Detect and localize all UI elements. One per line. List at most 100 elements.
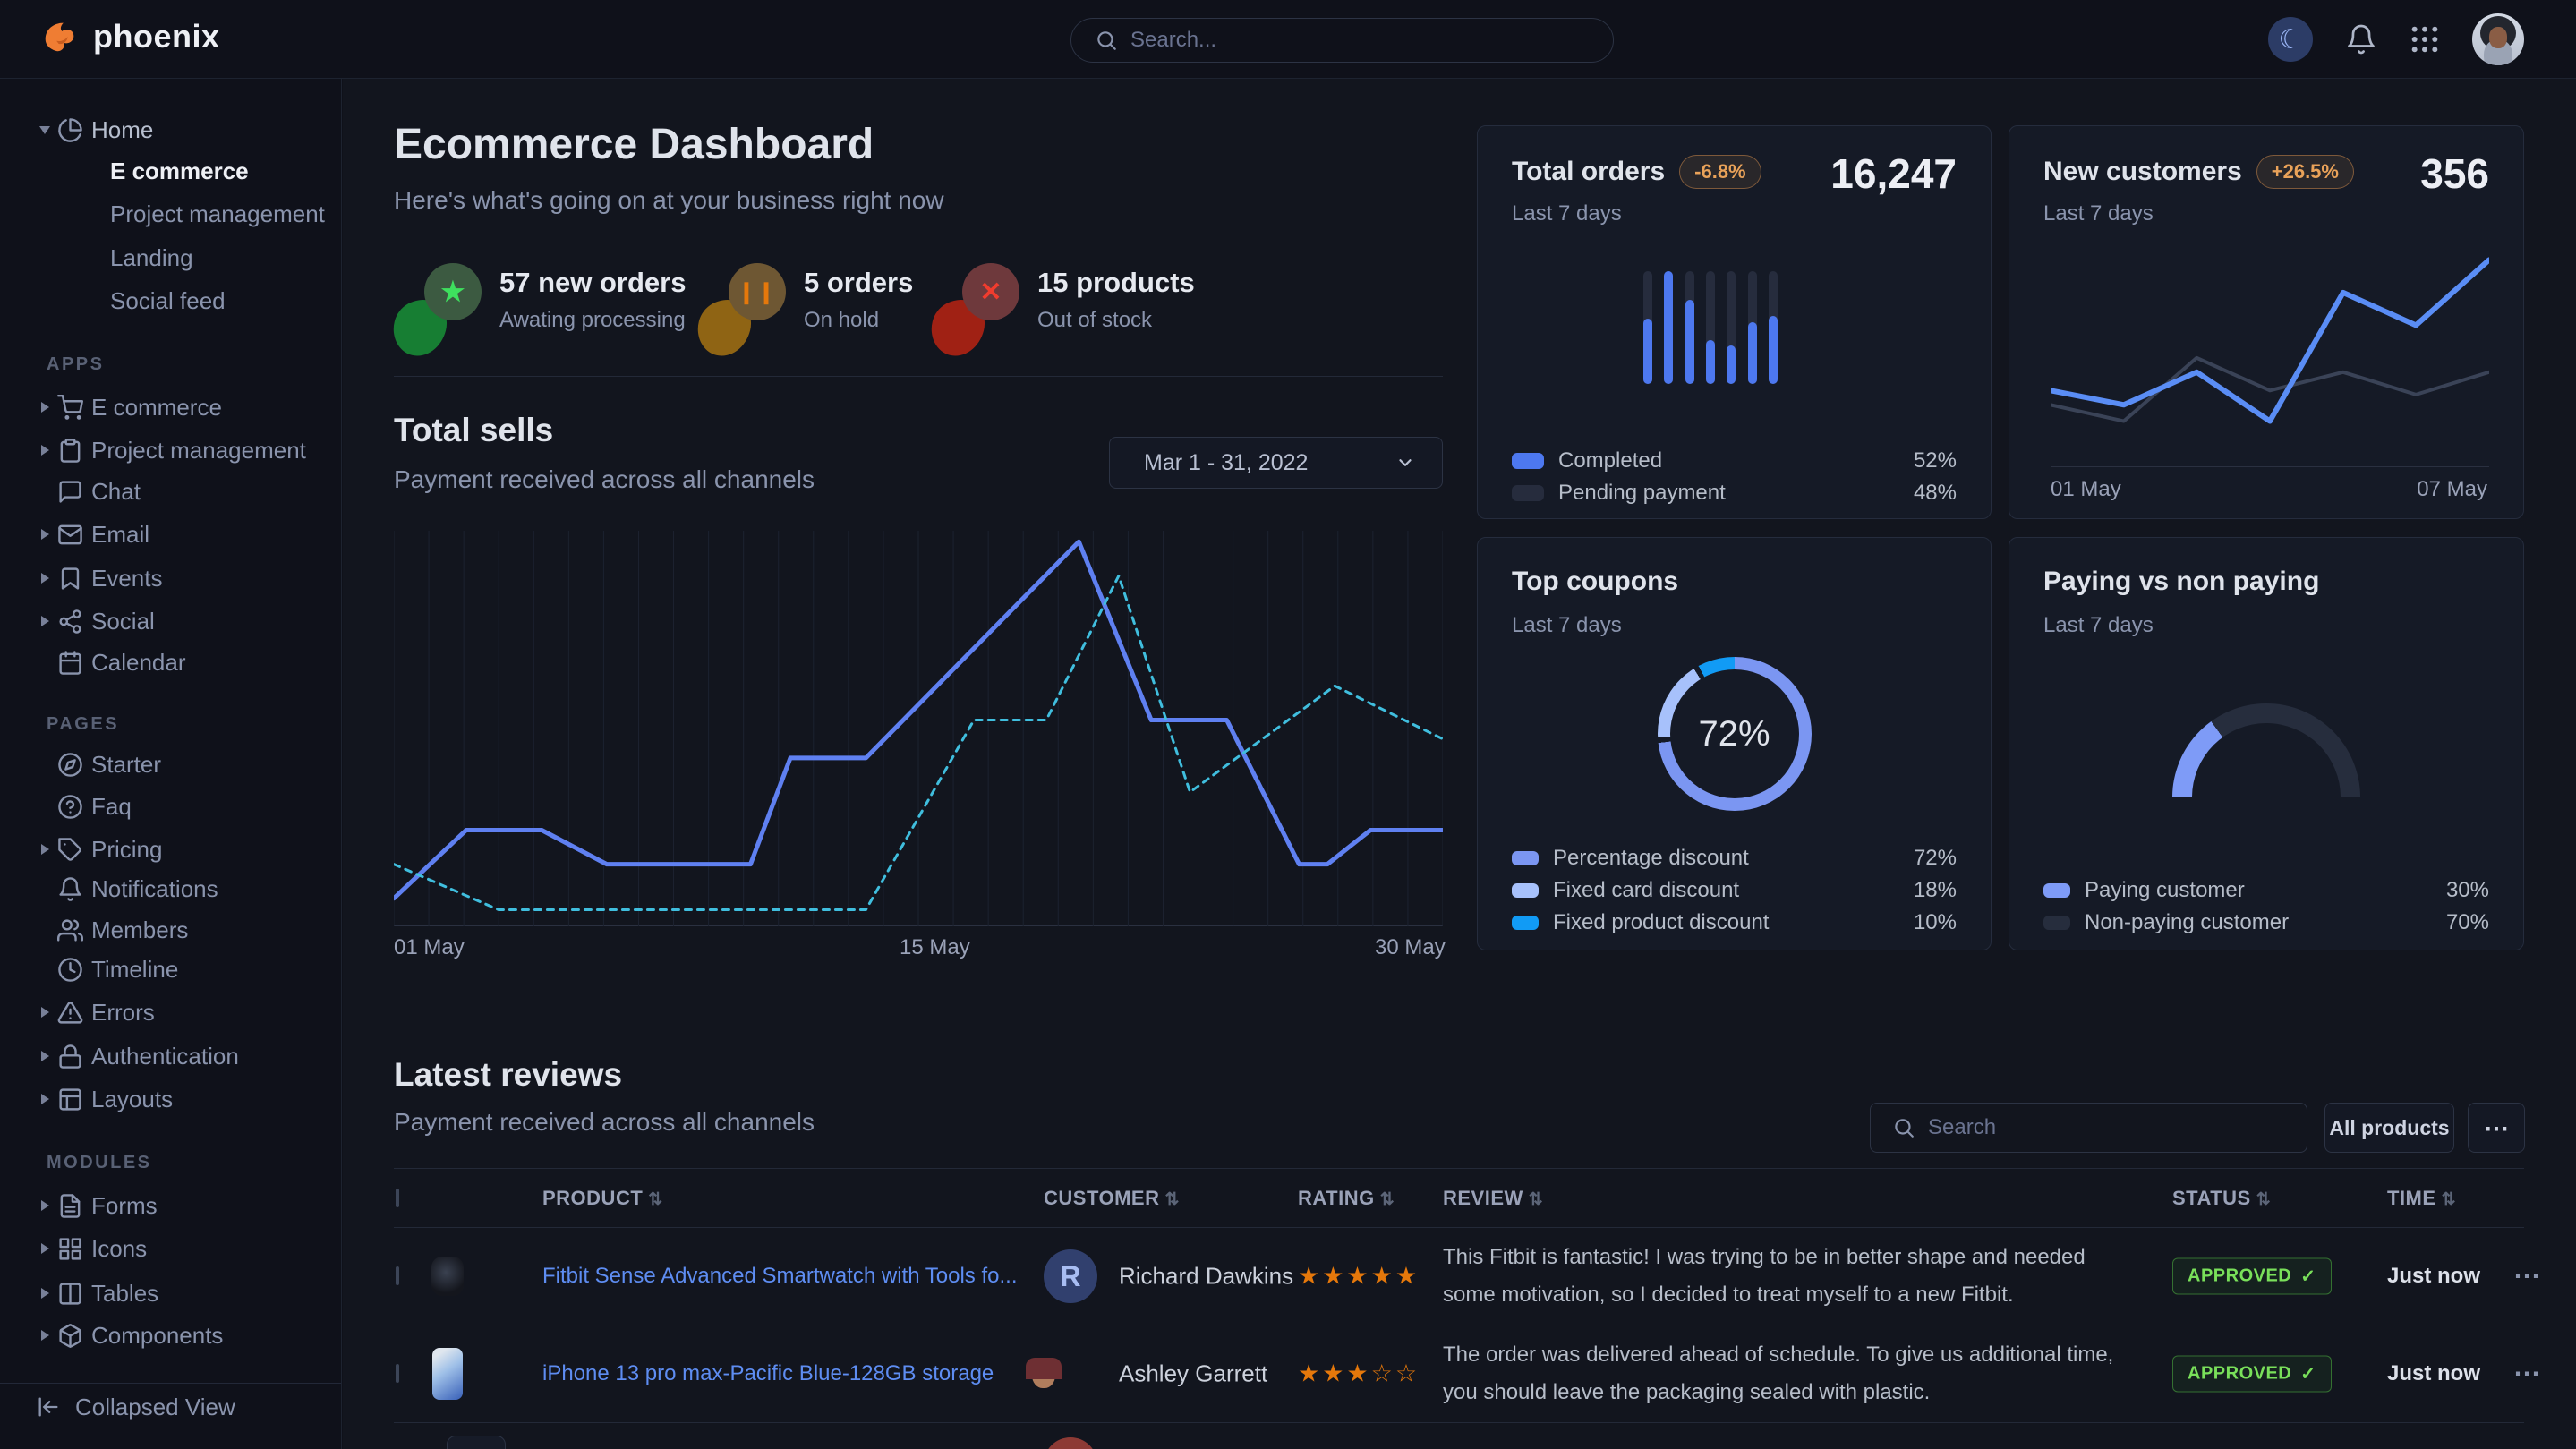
sort-icon: ⇅: [1529, 1190, 1543, 1209]
theme-toggle-button[interactable]: ☾: [2268, 17, 2313, 62]
sidebar-item-chat[interactable]: Chat: [0, 470, 341, 513]
shopping-cart-icon: [57, 395, 83, 421]
table-row: iPhone 13 pro max-Pacific Blue-128GB sto…: [394, 1325, 2524, 1423]
total-sells-subtitle: Payment received across all channels: [394, 465, 815, 494]
caret-right-icon: [41, 1051, 49, 1061]
product-thumbnail: [447, 1436, 506, 1449]
sidebar-item-starter[interactable]: Starter: [0, 743, 341, 786]
column-header-product[interactable]: PRODUCT⇅: [542, 1187, 663, 1210]
sidebar-item-icons[interactable]: Icons: [0, 1227, 341, 1270]
column-header-customer[interactable]: CUSTOMER⇅: [1044, 1187, 1180, 1210]
sidebar-item-home[interactable]: Home: [0, 108, 341, 151]
sidebar-item-members[interactable]: Members: [0, 908, 341, 951]
reviews-more-button[interactable]: ⋯: [2468, 1103, 2525, 1153]
reviews-search-input[interactable]: [1928, 1115, 2285, 1140]
user-avatar[interactable]: [2472, 13, 2524, 65]
sidebar: Home E commerce Project management Landi…: [0, 79, 342, 1449]
sidebar-item-tables[interactable]: Tables: [0, 1272, 341, 1315]
trend-badge: +26.5%: [2256, 155, 2354, 189]
customer-name: Ashley Garrett: [1119, 1360, 1267, 1388]
trend-badge: -6.8%: [1679, 155, 1761, 189]
main-content: Ecommerce Dashboard Here's what's going …: [343, 79, 2576, 1449]
search-icon: [1892, 1116, 1915, 1139]
reviews-search[interactable]: [1870, 1103, 2307, 1153]
product-link[interactable]: iPhone 13 pro max-Pacific Blue-128GB sto…: [542, 1361, 994, 1386]
sidebar-item-email[interactable]: Email: [0, 513, 341, 556]
sidebar-item-authentication[interactable]: Authentication: [0, 1035, 341, 1078]
collapse-sidebar-button[interactable]: Collapsed View: [36, 1385, 235, 1428]
file-text-icon: [57, 1193, 83, 1219]
row-actions-button[interactable]: ⋯: [2513, 1261, 2540, 1292]
card-title: Total orders: [1512, 157, 1665, 187]
sidebar-item-social[interactable]: Social: [0, 600, 341, 643]
sidebar-item-landing[interactable]: Landing: [0, 236, 341, 279]
column-header-status[interactable]: STATUS⇅: [2172, 1187, 2271, 1210]
total-orders-card: Total orders -6.8% Last 7 days 16,247 Co…: [1477, 125, 1992, 519]
card-title: Paying vs non paying: [2043, 567, 2319, 597]
card-period: Last 7 days: [2043, 613, 2154, 638]
sidebar-item-errors[interactable]: Errors: [0, 991, 341, 1034]
legend-percentage-discount: Percentage discount 72%: [1512, 846, 1957, 871]
out-of-stock-icon: ✕: [932, 263, 1021, 356]
column-header-review[interactable]: REVIEW⇅: [1443, 1187, 1543, 1210]
sidebar-item-pricing[interactable]: Pricing: [0, 828, 341, 871]
sidebar-item-faq[interactable]: Faq: [0, 785, 341, 828]
date-range-select[interactable]: Mar 1 - 31, 2022: [1109, 437, 1443, 489]
caret-right-icon: [41, 402, 49, 413]
legend-fixed-card-discount: Fixed card discount 18%: [1512, 878, 1957, 903]
paying-gauge-chart: [2172, 703, 2360, 800]
sidebar-item-e-commerce[interactable]: E commerce: [0, 386, 341, 429]
total-orders-value: 16,247: [1830, 149, 1957, 198]
x-icon: ✕: [962, 263, 1019, 320]
sidebar-item-components[interactable]: Components: [0, 1314, 341, 1357]
phoenix-logo-icon: [39, 16, 81, 57]
alert-triangle-icon: [57, 1000, 83, 1026]
check-icon: ✓: [2300, 1363, 2316, 1385]
search-input[interactable]: [1130, 28, 1590, 53]
sidebar-item-timeline[interactable]: Timeline: [0, 948, 341, 991]
lock-icon: [57, 1044, 83, 1070]
customer-avatar[interactable]: R: [1044, 1249, 1097, 1303]
brand-name: phoenix: [93, 18, 220, 55]
global-search[interactable]: [1070, 18, 1614, 63]
product-thumbnail[interactable]: [447, 1267, 448, 1284]
select-all-checkbox[interactable]: [396, 1189, 399, 1207]
row-actions-button[interactable]: ⋯: [2513, 1359, 2540, 1390]
sidebar-item-social-feed[interactable]: Social feed: [0, 279, 341, 322]
apps-menu-button[interactable]: [2410, 24, 2440, 55]
row-checkbox[interactable]: [396, 1266, 399, 1285]
brand-logo[interactable]: phoenix: [39, 16, 220, 57]
table-icon: [57, 1281, 83, 1307]
product-thumbnail[interactable]: [447, 1365, 448, 1382]
all-products-button[interactable]: All products: [2324, 1103, 2454, 1153]
compass-icon: [57, 752, 83, 778]
sidebar-item-layouts[interactable]: Layouts: [0, 1078, 341, 1121]
total-sells-chart: [394, 531, 1443, 926]
sort-icon: ⇅: [1165, 1190, 1180, 1209]
sidebar-item-e-commerce-home[interactable]: E commerce: [0, 149, 341, 192]
column-header-rating[interactable]: RATING⇅: [1298, 1187, 1395, 1210]
sidebar-item-project-management[interactable]: Project management: [0, 429, 341, 472]
sidebar-item-project-management-home[interactable]: Project management: [0, 192, 341, 235]
customer-name: Richard Dawkins: [1119, 1263, 1293, 1291]
table-row: Fitbit Sense Advanced Smartwatch with To…: [394, 1228, 2524, 1325]
sidebar-item-events[interactable]: Events: [0, 557, 341, 600]
bookmark-icon: [57, 566, 83, 592]
sidebar-item-notifications[interactable]: Notifications: [0, 867, 341, 910]
caret-right-icon: [41, 1200, 49, 1211]
column-header-time[interactable]: TIME⇅: [2387, 1187, 2456, 1210]
x-tick: 15 May: [900, 935, 970, 960]
sidebar-footer-divider: [0, 1383, 341, 1384]
sidebar-item-calendar[interactable]: Calendar: [0, 641, 341, 684]
x-tick: 01 May: [2051, 477, 2121, 502]
star-icon: ★: [424, 263, 482, 320]
row-checkbox[interactable]: [396, 1364, 399, 1383]
legend-completed: Completed 52%: [1512, 448, 1957, 473]
card-title: Top coupons: [1512, 567, 1678, 597]
orders-bar-chart: [1643, 271, 1778, 384]
caret-down-icon: [39, 126, 50, 134]
notifications-button[interactable]: [2345, 23, 2377, 55]
customer-avatar: [1044, 1437, 1097, 1449]
product-link[interactable]: Fitbit Sense Advanced Smartwatch with To…: [542, 1264, 1017, 1289]
sidebar-item-forms[interactable]: Forms: [0, 1184, 341, 1227]
